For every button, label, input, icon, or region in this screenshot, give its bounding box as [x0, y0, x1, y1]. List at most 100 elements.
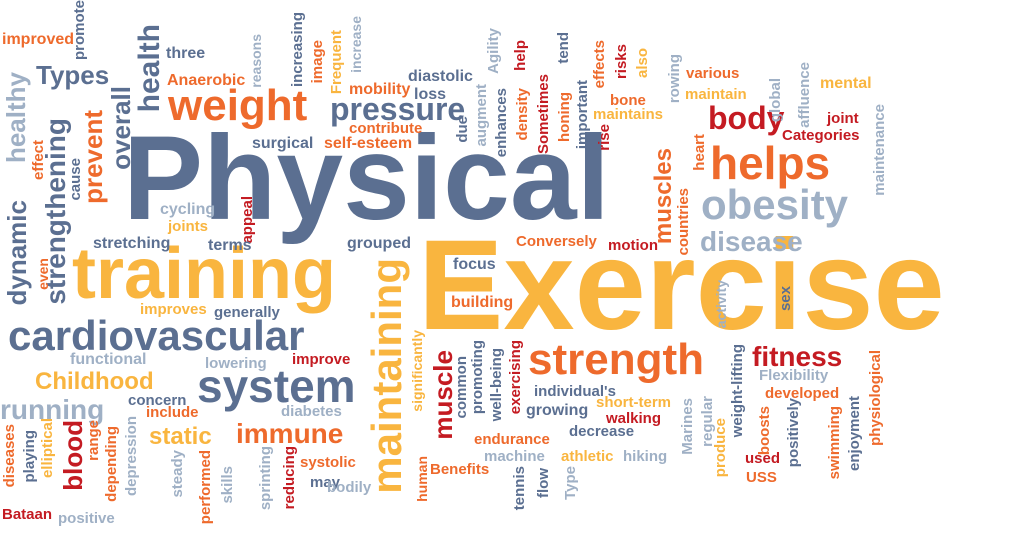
word-tennis: tennis: [511, 466, 528, 511]
word-improves: improves: [140, 301, 207, 318]
word-effect: effect: [30, 140, 47, 181]
word-joints: joints: [168, 218, 208, 235]
word-anaerobic: Anaerobic: [167, 72, 246, 89]
word-terms: terms: [208, 237, 252, 254]
word-cycling: cycling: [160, 201, 216, 218]
word-diabetes: diabetes: [281, 403, 342, 420]
word-generally: generally: [214, 304, 280, 321]
word-loss: loss: [414, 86, 447, 103]
word-health: health: [133, 24, 166, 113]
word-dynamic: dynamic: [2, 200, 32, 306]
word-self-esteem: self-esteem: [324, 135, 413, 152]
word-healthy: healthy: [1, 72, 31, 164]
word-boosts: boosts: [756, 406, 773, 456]
word-walking: walking: [606, 410, 662, 427]
word-concern: concern: [128, 392, 187, 409]
word-density: density: [514, 88, 531, 141]
word-functional: functional: [70, 351, 147, 368]
word-overall: overall: [106, 86, 136, 170]
word-affluence: affluence: [796, 62, 813, 128]
word-developed: developed: [765, 385, 840, 402]
word-individuals: individual's: [534, 383, 616, 400]
word-promote: promote: [71, 0, 88, 60]
word-body: body: [708, 100, 785, 136]
word-depending: depending: [103, 426, 120, 502]
word-sprinting: sprinting: [257, 446, 274, 511]
word-image: image: [309, 40, 326, 84]
word-heart: heart: [691, 134, 708, 171]
word-disease: disease: [700, 226, 803, 257]
word-building: building: [451, 294, 514, 311]
word-enjoyment: enjoyment: [846, 396, 863, 472]
word-athletic: athletic: [561, 448, 614, 465]
word-increasing: increasing: [289, 12, 306, 88]
word-increase: increase: [348, 16, 364, 73]
word-growing: growing: [526, 402, 589, 419]
word-effects: effects: [591, 40, 608, 89]
word-augment: augment: [473, 84, 490, 147]
word-physical: Physical: [123, 111, 610, 245]
word-human: human: [414, 456, 430, 502]
word-weight-lifting: weight-lifting: [729, 344, 746, 438]
word-cardiovascular: cardiovascular: [8, 312, 305, 359]
word-mental: mental: [820, 75, 872, 92]
word-flexibility: Flexibility: [759, 367, 829, 384]
word-include: include: [146, 404, 199, 421]
word-strength: strength: [528, 335, 704, 384]
word-rowing: rowing: [666, 54, 683, 104]
word-hiking: hiking: [623, 448, 668, 465]
word-categories: Categories: [782, 127, 860, 144]
word-positively: positively: [785, 398, 802, 468]
word-flow: flow: [535, 468, 552, 498]
word-weight: weight: [168, 81, 308, 130]
word-benefits: Benefits: [430, 461, 490, 478]
word-helps: helps: [710, 137, 831, 189]
word-immune: immune: [236, 418, 344, 449]
word-obesity: obesity: [701, 181, 849, 228]
word-focus: focus: [453, 256, 496, 273]
word-depression: depression: [123, 416, 140, 497]
word-even: even: [35, 258, 51, 290]
word-agility: Agility: [485, 28, 502, 74]
word-significantly: significantly: [409, 330, 425, 412]
word-help: help: [512, 40, 529, 71]
word-rise: rise: [596, 124, 613, 151]
word-reducing: reducing: [281, 446, 298, 510]
word-type: Type: [562, 466, 579, 500]
word-produce: produce: [712, 418, 729, 478]
word-diseases: diseases: [1, 424, 18, 488]
word-muscles: muscles: [650, 148, 677, 245]
word-enhances: enhances: [493, 88, 510, 158]
word-maintain: maintain: [685, 86, 747, 103]
word-various: various: [686, 65, 740, 82]
word-system: system: [197, 360, 356, 412]
word-due: due: [454, 116, 471, 143]
word-used: used: [745, 450, 781, 467]
word-activity: activity: [713, 280, 729, 329]
word-grouped: grouped: [347, 235, 411, 252]
word-range: range: [85, 420, 102, 461]
word-exercise: Exercise: [418, 214, 945, 357]
word-types: Types: [36, 60, 110, 90]
word-bataan: Bataan: [2, 506, 53, 523]
word-sex: sex: [777, 286, 794, 312]
word-tend: tend: [555, 32, 572, 64]
word-cause: cause: [67, 158, 84, 201]
word-three: three: [166, 45, 206, 62]
word-bodily: bodily: [327, 479, 372, 496]
word-global: global: [767, 78, 784, 123]
word-childhood: Childhood: [35, 368, 154, 395]
word-exercising: exercising: [507, 340, 524, 415]
word-lowering: lowering: [205, 355, 267, 372]
word-pressure: pressure: [330, 91, 466, 127]
word-surgical: surgical: [252, 135, 314, 152]
word-fitness: fitness: [752, 341, 843, 372]
word-improved: improved: [2, 31, 75, 48]
word-reasons: reasons: [248, 34, 264, 88]
word-mobility: mobility: [349, 81, 411, 98]
word-also: also: [634, 48, 651, 79]
word-decrease: decrease: [569, 423, 635, 440]
word-well-being: well-being: [488, 348, 505, 422]
word-may: may: [310, 474, 341, 491]
word-countries: countries: [675, 188, 692, 256]
